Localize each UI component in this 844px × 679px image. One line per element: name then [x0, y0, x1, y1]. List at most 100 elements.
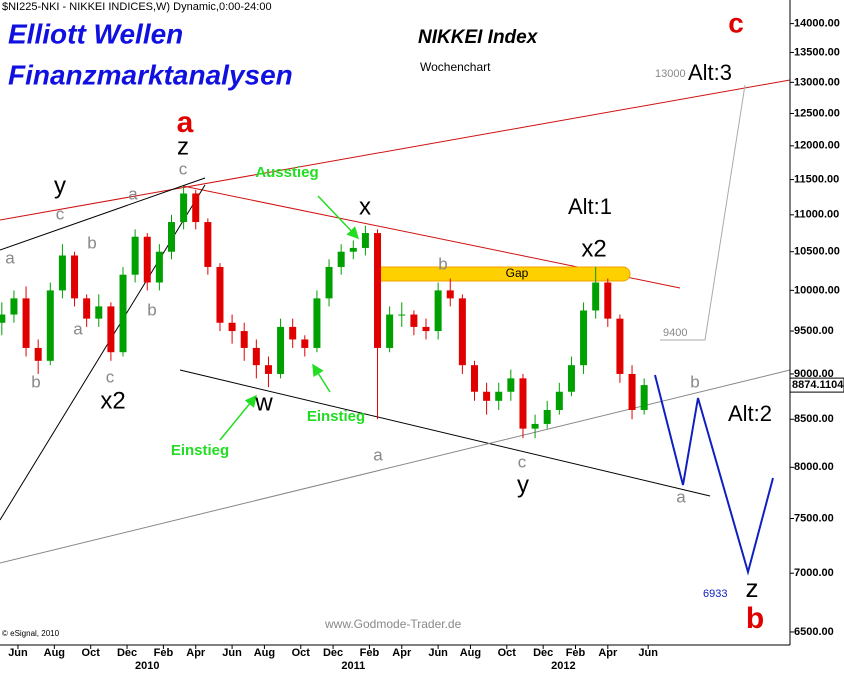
candle-body: [325, 266, 333, 299]
x-tick-label: Apr: [392, 647, 412, 659]
x-tick-label: Feb: [360, 647, 380, 659]
candle-body: [313, 298, 321, 348]
wave-label: a: [676, 487, 686, 506]
wave-label: c: [179, 159, 188, 178]
candle-body: [180, 193, 188, 223]
candle-body: [22, 298, 30, 348]
wave-label: w: [254, 389, 273, 416]
candle-body: [337, 251, 345, 267]
candles: [0, 186, 648, 439]
x-tick-label: Apr: [598, 647, 618, 659]
price-label: 6933: [703, 588, 727, 600]
y-tick-label: 13000.00: [794, 76, 840, 88]
candle-body: [580, 310, 588, 366]
watermark: www.Godmode-Trader.de: [324, 617, 462, 631]
x-tick-label: Dec: [323, 647, 343, 659]
trend-line: [0, 177, 206, 251]
candle-body: [483, 391, 491, 401]
x-tick-label: Feb: [154, 647, 174, 659]
x-tick-label: Oct: [292, 647, 311, 659]
candle-body: [470, 365, 478, 392]
price-label: 13000: [655, 68, 686, 80]
y-tick-label: 8000.00: [794, 461, 834, 473]
y-tick-label: 13500.00: [794, 46, 840, 58]
subtitle: Finanzmarktanalysen: [8, 59, 293, 90]
candle-body: [83, 298, 91, 319]
candle-body: [155, 251, 163, 283]
wave-label: Ausstieg: [255, 164, 318, 181]
price-label: 9400: [663, 327, 687, 339]
candle-body: [640, 385, 648, 410]
year-label: 2012: [551, 660, 575, 672]
x-tick-label: Oct: [498, 647, 517, 659]
wave-label: y: [517, 471, 529, 498]
x-tick-label: Aug: [44, 647, 65, 659]
candle-body: [555, 391, 563, 410]
wave-label: b: [147, 300, 156, 319]
candle-body: [349, 247, 357, 252]
wave-label: Einstieg: [171, 442, 229, 459]
y-tick-label: 10500.00: [794, 246, 840, 258]
candle-body: [0, 314, 6, 323]
y-tick-label: 11000.00: [794, 209, 839, 221]
chart-subtitle: Wochenchart: [420, 60, 491, 74]
candle-body: [616, 318, 624, 374]
y-tick-label: 14000.00: [794, 18, 840, 30]
x-tick-label: Feb: [566, 647, 586, 659]
x-tick-label: Aug: [254, 647, 275, 659]
candle-body: [604, 282, 612, 319]
wave-label: a: [128, 184, 138, 203]
candle-body: [458, 298, 466, 366]
candle-body: [107, 306, 115, 353]
wave-label: z: [177, 133, 189, 160]
candle-body: [398, 314, 406, 316]
wave-label: a: [73, 319, 83, 338]
year-label: 2011: [341, 660, 365, 672]
y-tick-label: 8500.00: [794, 413, 834, 425]
wave-label: c: [518, 452, 527, 471]
candle-body: [277, 326, 285, 374]
candle-body: [301, 339, 309, 348]
wave-label: b: [87, 233, 96, 252]
wave-label: a: [177, 106, 194, 139]
y-tick-label: 11500.00: [794, 173, 839, 185]
wave-label: Alt:2: [728, 401, 772, 426]
candle-body: [434, 290, 442, 332]
header: $NI225-NKI - NIKKEI INDICES,W) Dynamic,0…: [2, 1, 272, 13]
wave-label: b: [31, 372, 40, 391]
candle-body: [519, 378, 527, 429]
x-tick-label: Oct: [82, 647, 101, 659]
x-tick-label: Jun: [8, 647, 28, 659]
copyright: © eSignal, 2010: [2, 629, 60, 638]
candle-body: [386, 314, 394, 348]
candle-body: [143, 236, 151, 283]
wave-label: z: [746, 573, 759, 603]
candle-body: [228, 322, 236, 332]
candle-body: [119, 274, 127, 353]
candle-body: [46, 290, 54, 361]
x-tick-label: Jun: [428, 647, 448, 659]
candle-body: [71, 255, 79, 299]
wave-label: Alt:3: [688, 60, 732, 85]
candle-body: [10, 298, 18, 315]
x-tick-label: Apr: [186, 647, 206, 659]
x-tick-label: Dec: [533, 647, 553, 659]
candle-body: [252, 347, 260, 366]
candle-body: [204, 222, 212, 267]
wave-label: y: [54, 172, 66, 199]
wave-label: a: [5, 248, 15, 267]
trend-line: [0, 79, 791, 221]
wave-label: x2: [581, 235, 606, 262]
candle-body: [422, 326, 430, 332]
trend-line: [179, 369, 711, 497]
year-label: 2010: [135, 660, 159, 672]
y-tick-label: 12500.00: [794, 107, 840, 119]
arrow: [317, 195, 360, 240]
candle-body: [95, 306, 103, 319]
wave-label: b: [746, 602, 764, 635]
candle-body: [34, 347, 42, 361]
chart-title: NIKKEI Index: [418, 27, 539, 48]
candle-body: [628, 373, 636, 410]
y-tick-label: 9500.00: [794, 325, 834, 337]
y-tick-label: 12000.00: [794, 140, 840, 152]
